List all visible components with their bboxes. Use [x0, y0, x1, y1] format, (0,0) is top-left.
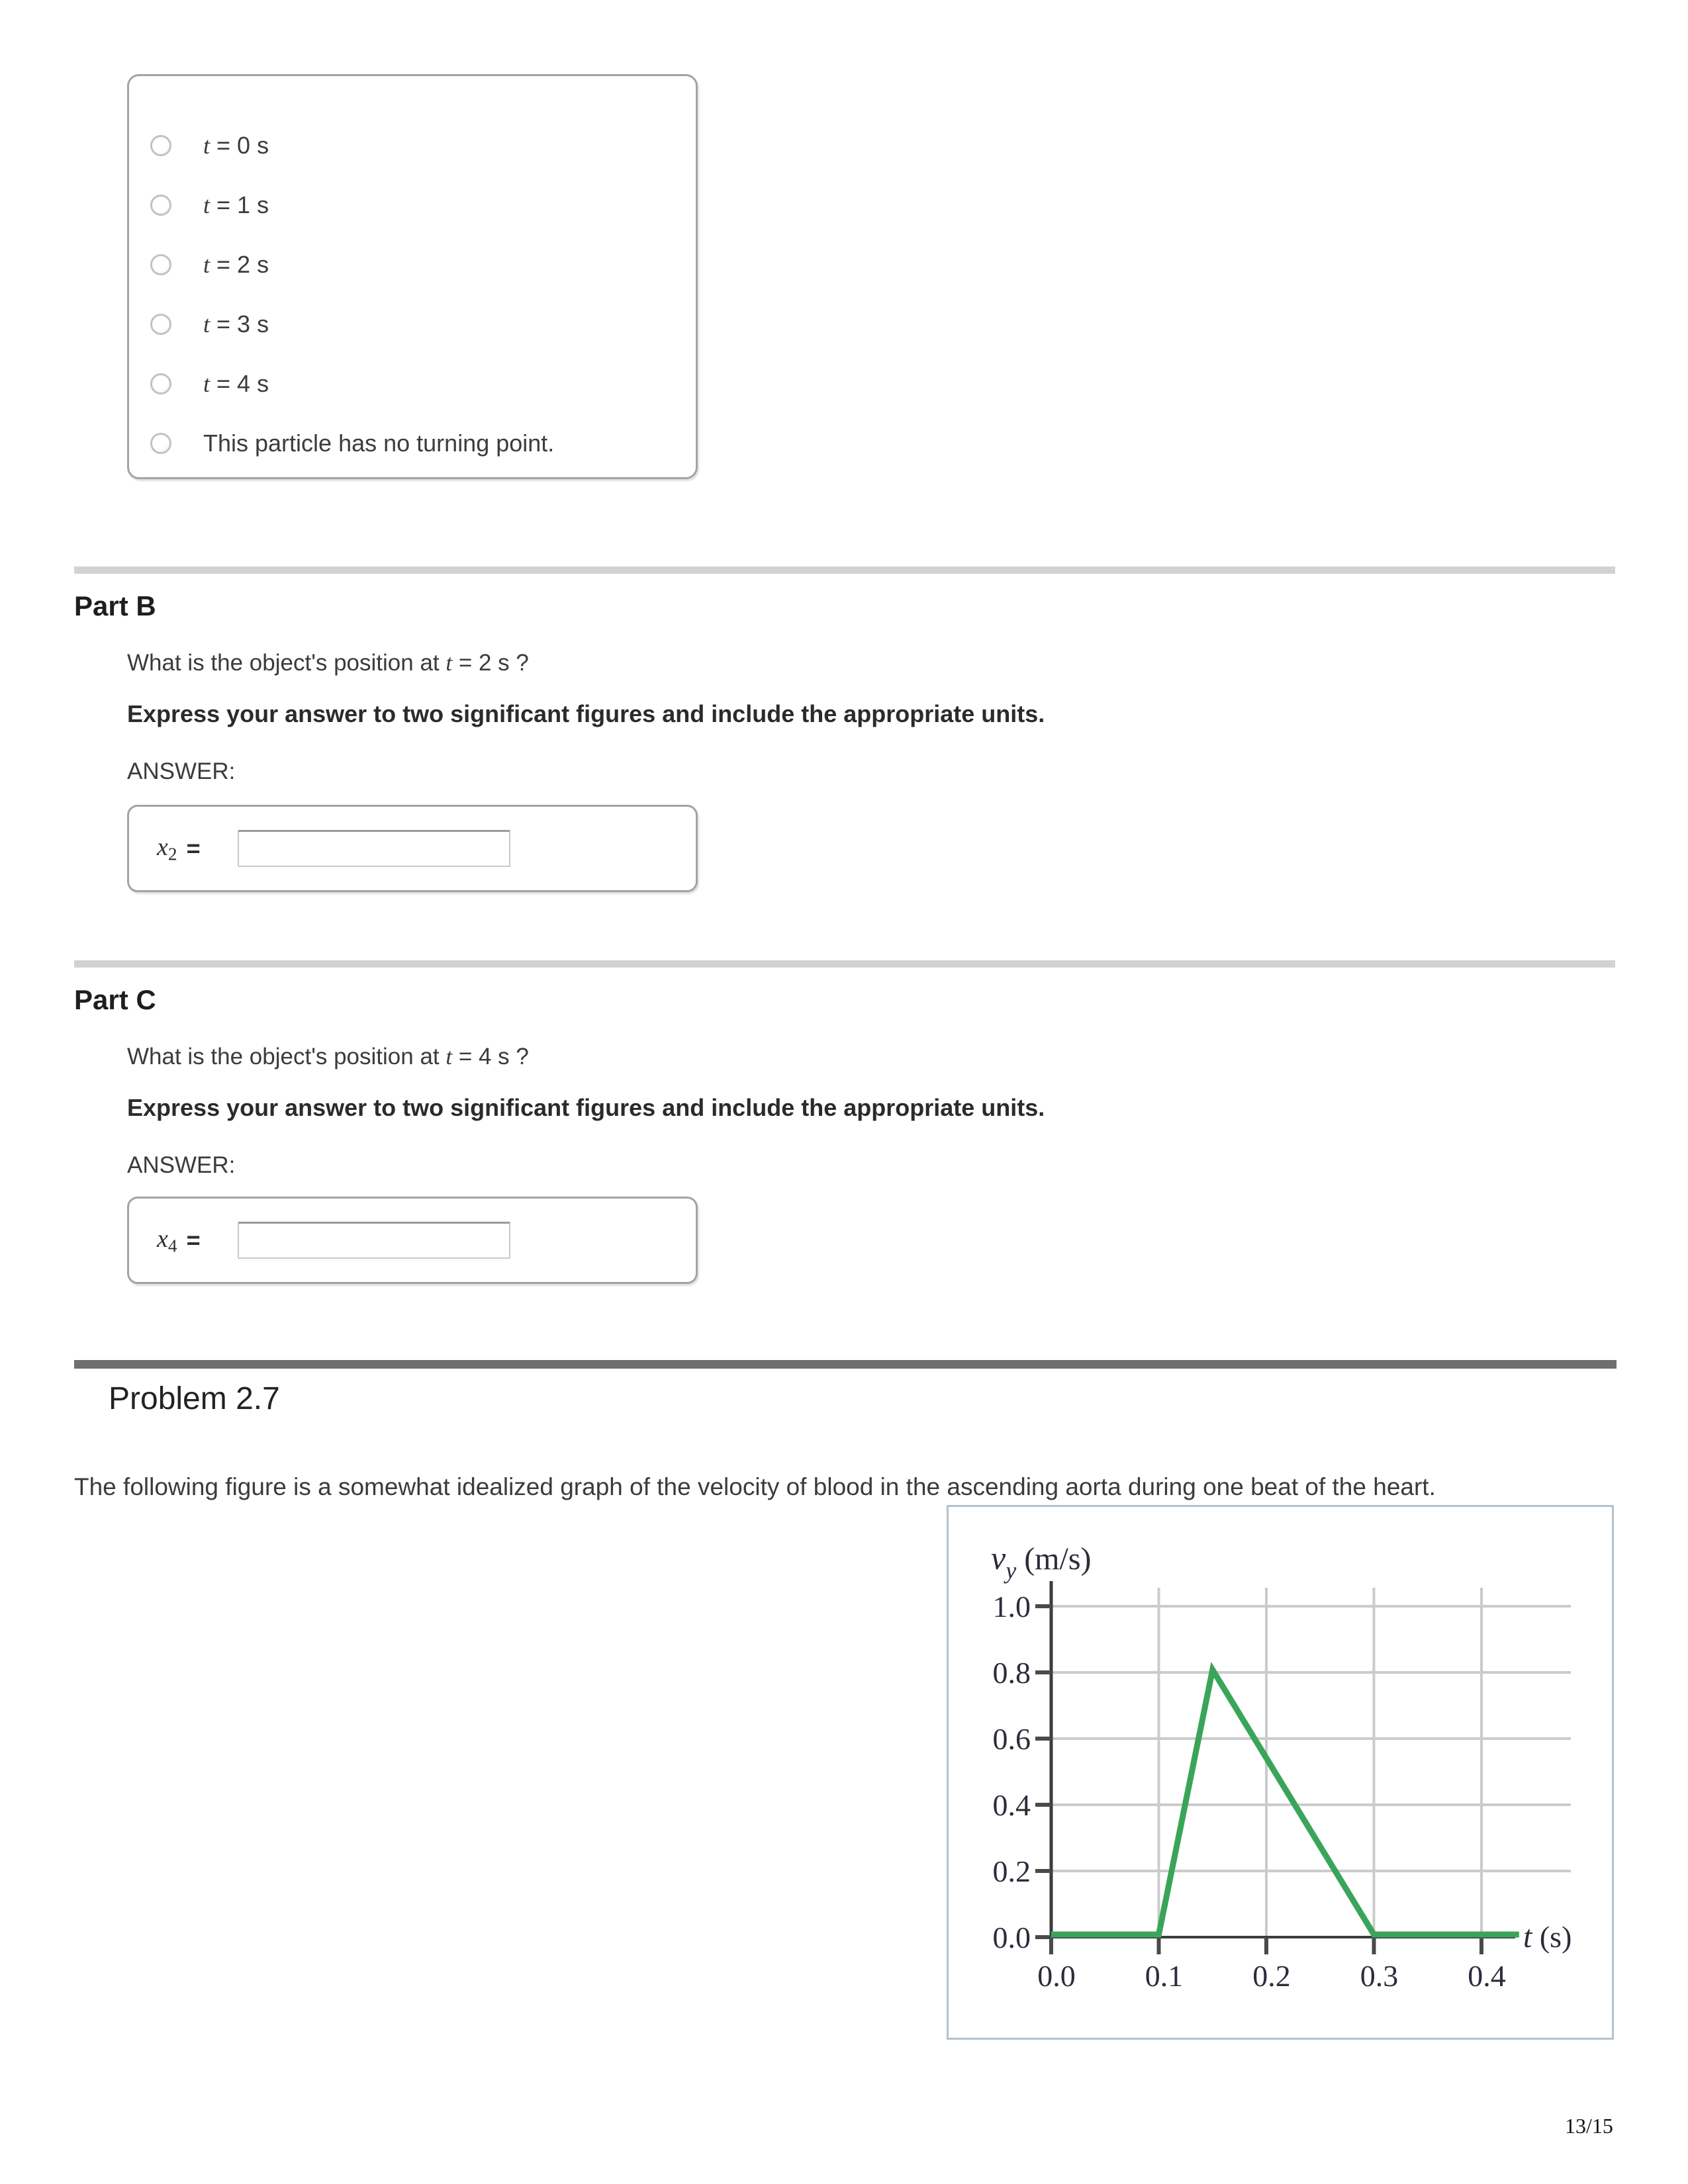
math-var: t	[445, 1044, 453, 1069]
part-b-answer-card: x2 =	[127, 805, 698, 892]
part-b-answer-input[interactable]	[237, 830, 510, 867]
svg-text:0.0: 0.0	[993, 1921, 1031, 1954]
part-c-question: What is the object's position at t = 4 s…	[127, 1044, 529, 1070]
radio-option-text: = 4 s	[210, 370, 269, 397]
svg-text:0.6: 0.6	[993, 1722, 1031, 1756]
problem-divider	[74, 1360, 1617, 1369]
part-b-question: What is the object's position at t = 2 s…	[127, 650, 529, 676]
radio-option-text: = 3 s	[210, 310, 269, 338]
svg-text:1.0: 1.0	[993, 1590, 1031, 1623]
turning-point-options-card: t = 0 s t = 1 s t = 2 s t = 3 s t = 4 s …	[127, 74, 698, 479]
y-axis-label: vy (m/s)	[991, 1539, 1092, 1584]
svg-text:0.1: 0.1	[1145, 1959, 1184, 1993]
part-b-heading: Part B	[74, 590, 156, 621]
radio-button[interactable]	[150, 314, 171, 335]
answer-row: x4 =	[129, 1199, 696, 1282]
answer-variable: x4	[157, 1224, 177, 1257]
radio-row: t = 2 s	[150, 235, 696, 295]
y-tick-labels: 0.0 0.2 0.4 0.6 0.8 1.0	[993, 1590, 1031, 1954]
grid-lines	[1051, 1588, 1571, 1937]
radio-option-label: t = 2 s	[203, 251, 269, 279]
part-b-answer-label: ANSWER:	[127, 758, 236, 784]
velocity-line	[1051, 1661, 1519, 1938]
radio-option-text: = 1 s	[210, 191, 269, 218]
math-var: t	[203, 311, 211, 338]
velocity-chart: 0.0 0.1 0.2 0.3 0.4 0.0 0.2 0.4 0.6 0.8 1.0 vy (m/s…	[991, 1539, 1571, 1993]
question-text: What is the object's position at	[127, 650, 446, 676]
radio-row: t = 4 s	[150, 354, 696, 414]
math-var: x	[157, 833, 168, 861]
radio-option-text: = 2 s	[210, 251, 269, 278]
svg-text:0.3: 0.3	[1360, 1959, 1399, 1993]
radio-option-text: This particle has no turning point.	[203, 430, 555, 457]
radio-row: t = 1 s	[150, 175, 696, 235]
radio-button[interactable]	[150, 195, 171, 216]
radio-button[interactable]	[150, 433, 171, 454]
radio-button[interactable]	[150, 373, 171, 394]
part-c-heading: Part C	[74, 984, 156, 1015]
radio-option-text: = 0 s	[210, 132, 269, 159]
part-c-answer-label: ANSWER:	[127, 1152, 236, 1178]
radio-row: t = 0 s	[150, 116, 696, 175]
part-b-instruction: Express your answer to two significant f…	[127, 700, 1045, 727]
math-var: x	[157, 1224, 168, 1253]
answer-variable: x2	[157, 833, 177, 865]
svg-text:0.2: 0.2	[1252, 1959, 1291, 1993]
radio-option-label: t = 3 s	[203, 310, 269, 338]
part-c-answer-input[interactable]	[237, 1222, 510, 1259]
svg-text:0.4: 0.4	[993, 1788, 1031, 1822]
radio-button[interactable]	[150, 254, 171, 275]
svg-text:0.2: 0.2	[993, 1854, 1031, 1888]
svg-text:0.0: 0.0	[1037, 1959, 1076, 1993]
question-text: What is the object's position at	[127, 1044, 446, 1069]
equals-sign: =	[186, 1226, 201, 1253]
math-var: t	[203, 192, 211, 218]
radio-row: t = 3 s	[150, 295, 696, 354]
x-tick-labels: 0.0 0.1 0.2 0.3 0.4	[1037, 1959, 1506, 1993]
problem-heading: Problem 2.7	[109, 1381, 280, 1416]
math-subscript: 2	[167, 844, 177, 864]
velocity-figure: 0.0 0.1 0.2 0.3 0.4 0.0 0.2 0.4 0.6 0.8 1.0 vy (m/s…	[947, 1505, 1614, 2040]
svg-text:0.4: 0.4	[1468, 1959, 1506, 1993]
math-var: t	[445, 650, 453, 676]
question-text: = 2 s ?	[452, 650, 529, 676]
radio-option-label: t = 0 s	[203, 132, 269, 159]
radio-button[interactable]	[150, 135, 171, 156]
x-axis-label: t (s)	[1523, 1919, 1571, 1954]
math-var: t	[203, 371, 211, 397]
answer-row: x2 =	[129, 807, 696, 890]
radio-option-label: This particle has no turning point.	[203, 430, 554, 457]
section-divider	[74, 960, 1615, 968]
axis-ticks	[1035, 1604, 1483, 1954]
axes	[1047, 1581, 1515, 1939]
math-var: t	[203, 132, 211, 159]
math-var: t	[203, 251, 211, 278]
part-c-instruction: Express your answer to two significant f…	[127, 1094, 1045, 1121]
radio-row: This particle has no turning point.	[150, 414, 696, 473]
page-number: 13/15	[1565, 2114, 1613, 2138]
section-divider	[74, 567, 1615, 574]
radio-option-label: t = 1 s	[203, 191, 269, 219]
part-c-answer-card: x4 =	[127, 1197, 698, 1284]
math-subscript: 4	[167, 1236, 177, 1256]
svg-text:0.8: 0.8	[993, 1656, 1031, 1690]
question-text: = 4 s ?	[452, 1044, 529, 1069]
radio-option-label: t = 4 s	[203, 370, 269, 398]
equals-sign: =	[186, 835, 201, 862]
problem-description: The following figure is a somewhat ideal…	[74, 1473, 1436, 1500]
